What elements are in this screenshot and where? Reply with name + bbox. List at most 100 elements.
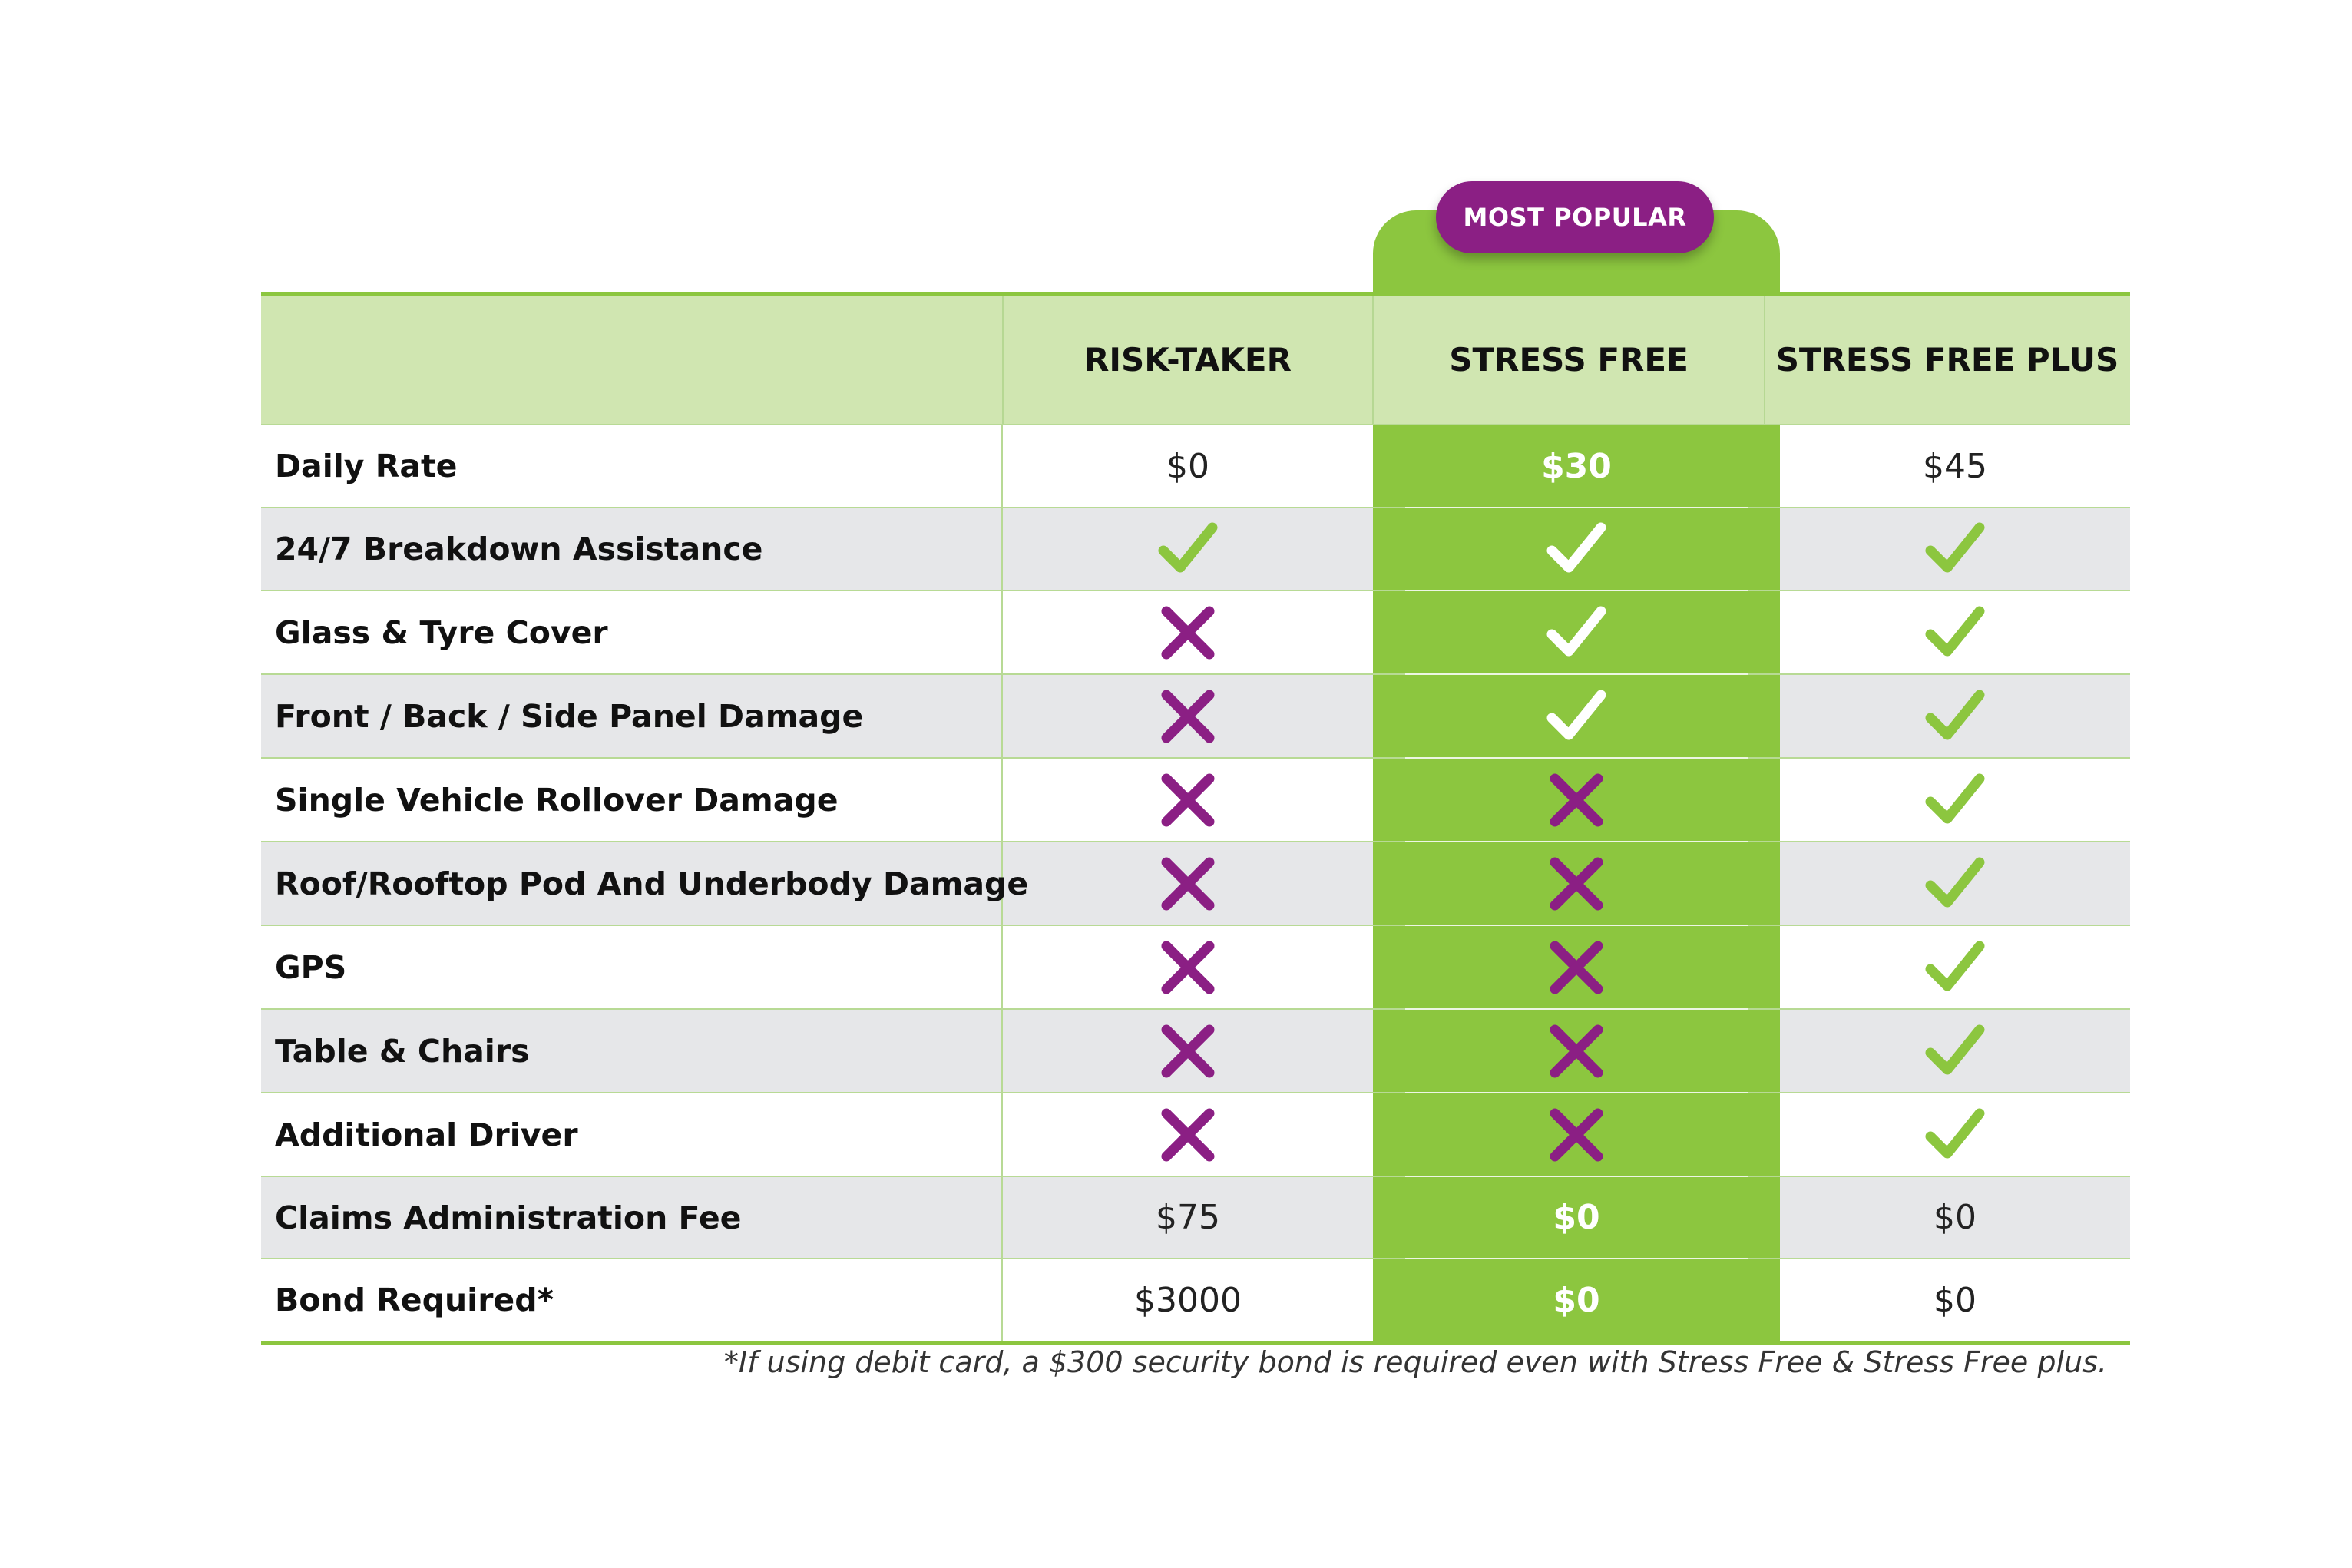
check-icon xyxy=(1925,1024,1985,1074)
highlight-row-divider xyxy=(1405,925,1748,926)
cell-stress-free-plus xyxy=(1780,508,2130,590)
header-divider xyxy=(1372,296,1374,424)
column-header-stress-free: STRESS FREE xyxy=(1449,341,1689,379)
cross-icon xyxy=(1550,941,1603,994)
column-divider xyxy=(1001,675,1003,757)
column-divider xyxy=(1001,759,1003,841)
cross-icon xyxy=(1161,941,1215,994)
column-header-stress-free-plus: STRESS FREE PLUS xyxy=(1775,341,2119,379)
cross-icon xyxy=(1550,1024,1603,1077)
cell-stress-free-plus: $45 xyxy=(1780,425,2130,507)
check-icon xyxy=(1925,522,1985,573)
check-icon xyxy=(1546,606,1606,656)
cell-stress-free-plus: $0 xyxy=(1780,1259,2130,1341)
cross-icon xyxy=(1161,690,1215,743)
cell-risk-taker xyxy=(1003,508,1373,590)
cross-icon xyxy=(1161,1108,1215,1161)
check-icon xyxy=(1925,1108,1985,1158)
cell-risk-taker xyxy=(1003,591,1373,673)
cell-risk-taker xyxy=(1003,1093,1373,1176)
row-label: Single Vehicle Rollover Damage xyxy=(275,781,839,819)
row-label: GPS xyxy=(275,948,347,986)
cross-icon xyxy=(1161,773,1215,826)
check-icon xyxy=(1546,690,1606,739)
table-row: Roof/Rooftop Pod And Underbody Damage xyxy=(261,841,2130,925)
check-icon xyxy=(1925,941,1985,991)
most-popular-badge: MOST POPULAR xyxy=(1436,181,1714,253)
cell-value-risk-taker: $0 xyxy=(1166,446,1209,486)
highlight-row-divider xyxy=(1405,841,1748,842)
column-divider xyxy=(1001,842,1003,925)
highlight-row-divider xyxy=(1405,757,1748,759)
header-divider xyxy=(1002,296,1004,424)
cross-icon xyxy=(1550,1108,1603,1161)
check-icon xyxy=(1925,606,1985,656)
highlight-row-divider xyxy=(1405,1258,1748,1259)
cell-value-stress-free-plus: $0 xyxy=(1934,1280,1977,1320)
table-row: Table & Chairs xyxy=(261,1008,2130,1092)
highlight-row-divider xyxy=(1405,1092,1748,1093)
cell-risk-taker xyxy=(1003,1010,1373,1092)
table-row: Bond Required* $3000 $0 $0 xyxy=(261,1258,2130,1345)
cell-stress-free-plus: $0 xyxy=(1780,1177,2130,1258)
column-divider xyxy=(1001,591,1003,673)
table-row: Daily Rate $0 $30 $45 xyxy=(261,424,2130,507)
cell-value-stress-free: $0 xyxy=(1553,1280,1600,1320)
table-header: RISK-TAKER STRESS FREE STRESS FREE PLUS xyxy=(261,292,2130,424)
highlight-row-divider xyxy=(1405,1176,1748,1177)
table-row: 24/7 Breakdown Assistance xyxy=(261,507,2130,590)
cell-stress-free xyxy=(1373,591,1780,673)
row-label: 24/7 Breakdown Assistance xyxy=(275,531,763,567)
cell-risk-taker xyxy=(1003,759,1373,841)
cell-stress-free: $30 xyxy=(1373,425,1780,507)
cell-stress-free xyxy=(1373,1010,1780,1092)
cell-risk-taker xyxy=(1003,675,1373,757)
cross-icon xyxy=(1161,1024,1215,1077)
cell-risk-taker: $3000 xyxy=(1003,1259,1373,1341)
highlight-row-divider xyxy=(1405,590,1748,591)
cell-value-stress-free: $0 xyxy=(1553,1198,1600,1237)
row-label: Daily Rate xyxy=(275,448,458,485)
check-icon xyxy=(1158,522,1218,573)
highlight-row-divider xyxy=(1405,1008,1748,1010)
check-icon xyxy=(1546,522,1606,573)
cell-value-risk-taker: $3000 xyxy=(1134,1280,1242,1320)
cell-stress-free xyxy=(1373,675,1780,757)
column-header-risk-taker: RISK-TAKER xyxy=(1084,341,1292,379)
check-icon xyxy=(1925,690,1985,739)
row-label: Additional Driver xyxy=(275,1116,578,1153)
footnote: *If using debit card, a $300 security bo… xyxy=(723,1345,2107,1379)
cross-icon xyxy=(1161,606,1215,659)
row-label: Claims Administration Fee xyxy=(275,1199,742,1236)
column-divider xyxy=(1001,1093,1003,1176)
cell-stress-free xyxy=(1373,1093,1780,1176)
cross-icon xyxy=(1161,857,1215,910)
cell-stress-free: $0 xyxy=(1373,1177,1780,1258)
cell-risk-taker xyxy=(1003,842,1373,925)
cell-risk-taker: $75 xyxy=(1003,1177,1373,1258)
cell-stress-free-plus xyxy=(1780,842,2130,925)
cell-stress-free-plus xyxy=(1780,759,2130,841)
cell-risk-taker: $0 xyxy=(1003,425,1373,507)
cell-stress-free-plus xyxy=(1780,926,2130,1008)
column-divider xyxy=(1001,1259,1003,1341)
cell-stress-free-plus xyxy=(1780,591,2130,673)
cross-icon xyxy=(1550,857,1603,910)
table-row: Additional Driver xyxy=(261,1092,2130,1176)
table-row: Single Vehicle Rollover Damage xyxy=(261,757,2130,841)
table-row: Claims Administration Fee $75 $0 $0 xyxy=(261,1176,2130,1258)
cell-value-risk-taker: $75 xyxy=(1156,1198,1220,1237)
table-row: Front / Back / Side Panel Damage xyxy=(261,673,2130,757)
cell-stress-free-plus xyxy=(1780,675,2130,757)
cell-stress-free xyxy=(1373,926,1780,1008)
cell-stress-free xyxy=(1373,842,1780,925)
row-label: Roof/Rooftop Pod And Underbody Damage xyxy=(275,865,1029,902)
column-divider xyxy=(1001,425,1003,507)
cell-value-stress-free-plus: $0 xyxy=(1934,1198,1977,1237)
table-row: Glass & Tyre Cover xyxy=(261,590,2130,673)
cell-stress-free-plus xyxy=(1780,1010,2130,1092)
column-divider xyxy=(1001,1010,1003,1092)
check-icon xyxy=(1925,773,1985,823)
column-divider xyxy=(1001,926,1003,1008)
cell-value-stress-free-plus: $45 xyxy=(1923,446,1987,486)
